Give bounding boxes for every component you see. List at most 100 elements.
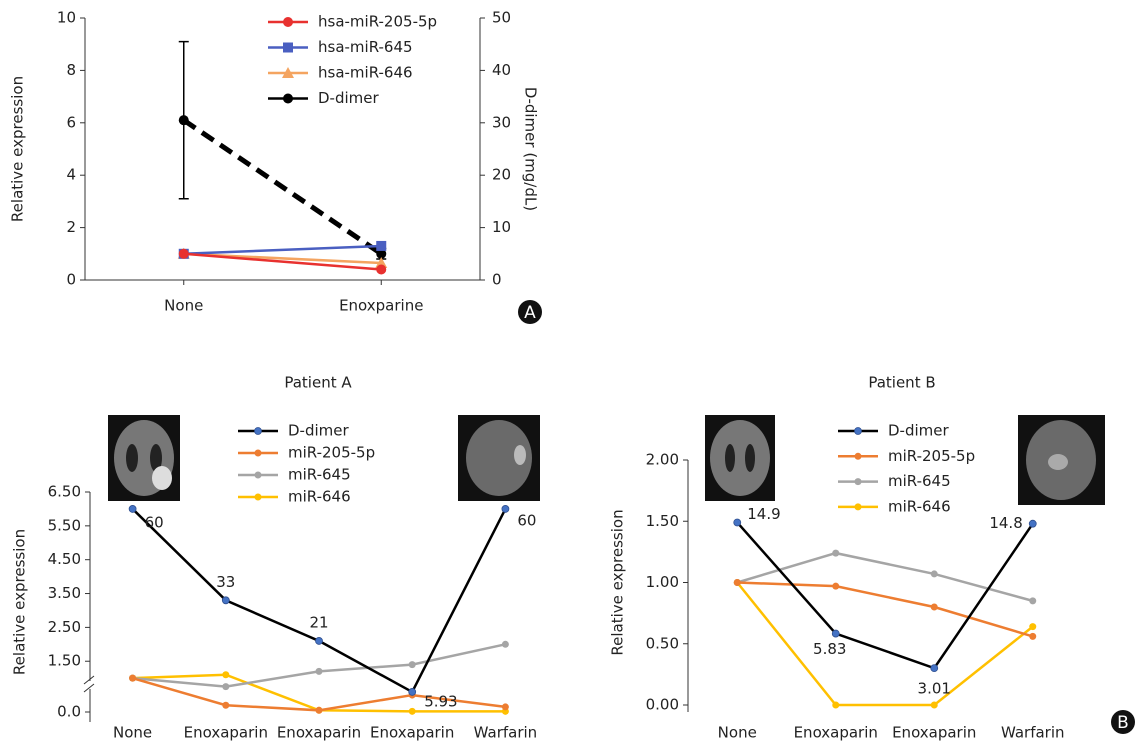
y2-axis-label: D-dimer (mg/dL)	[522, 87, 540, 211]
marker	[501, 505, 510, 513]
panel-badge	[1111, 710, 1135, 734]
y-tick-label: 2.00	[646, 451, 679, 469]
data-label: 5.83	[813, 640, 846, 658]
chart: Patient B 0.00 0.50 1.00 1.50 2.00 Relative ex…	[609, 374, 1135, 742]
marker	[221, 596, 230, 605]
marker	[375, 256, 388, 268]
legend-label: D-dimer	[318, 89, 379, 107]
y-tick-label: 8	[66, 61, 76, 79]
marker	[733, 518, 742, 527]
x-tick-label: Enoxparine	[339, 297, 423, 315]
y-tick-label: 4.50	[48, 550, 81, 568]
marker	[930, 570, 938, 578]
y-tick-label: 1.50	[646, 512, 679, 530]
series-line	[131, 508, 507, 694]
chart-title: Patient A	[284, 374, 352, 392]
marker	[376, 264, 387, 275]
legend-label: hsa-miR-645	[318, 38, 413, 56]
marker	[501, 640, 509, 648]
x-tick-label: Warfarin	[1001, 724, 1065, 742]
marker	[283, 93, 293, 104]
y-tick-label: 6	[66, 113, 76, 131]
y-tick-label: 0	[66, 271, 76, 289]
data-label: 5.93	[424, 692, 457, 710]
marker	[178, 115, 189, 126]
marker	[854, 452, 862, 460]
y-tick-label: 10	[57, 9, 76, 27]
marker	[930, 664, 939, 673]
x-tick-label: Enoxaparin	[184, 724, 268, 742]
axis-break	[83, 683, 95, 693]
x-tick-label: None	[718, 724, 757, 742]
brain-image	[458, 415, 540, 501]
y2-tick-label: 20	[492, 166, 511, 184]
marker	[832, 582, 840, 590]
marker	[831, 629, 840, 638]
y-tick-label: 0.0	[57, 703, 81, 721]
marker	[282, 67, 294, 78]
marker	[129, 674, 137, 682]
y-axis-label: Relative expression	[609, 509, 627, 655]
marker	[854, 478, 862, 486]
chart: 0 2 4 6 8 10 0 10 20 30 40 50 Relative expression D-d…	[9, 9, 542, 324]
marker	[854, 503, 862, 511]
x-tick-label: None	[164, 297, 203, 315]
data-label: 60	[517, 511, 536, 529]
x-tick-label: Warfarin	[474, 724, 538, 742]
marker	[376, 248, 387, 259]
y2-tick-label: 10	[492, 218, 511, 236]
marker	[222, 683, 230, 691]
marker	[1029, 632, 1037, 640]
marker	[178, 248, 189, 259]
y2-tick-label: 50	[492, 9, 511, 27]
marker	[408, 661, 416, 669]
legend-label: miR-205-5p	[288, 444, 375, 462]
legend-label: D-dimer	[288, 422, 349, 440]
series-line	[183, 244, 382, 256]
marker	[254, 471, 262, 479]
legend-label: miR-645	[888, 472, 951, 490]
marker	[854, 427, 862, 435]
y-tick-label: 2	[66, 218, 76, 236]
y-tick-label: 6.50	[48, 483, 81, 501]
brain-image	[108, 415, 180, 501]
x-tick-label: Enoxaparin	[892, 724, 976, 742]
chart: Patient A 0.0 1.50 2.50 3.50 4.50 5.50 6.50 Rela…	[11, 374, 538, 742]
x-tick-label: None	[113, 724, 152, 742]
marker	[283, 42, 293, 53]
series-line	[736, 521, 1034, 670]
y-tick-label: 3.50	[48, 584, 81, 602]
series-line	[183, 252, 382, 271]
marker	[128, 505, 137, 513]
y-tick-label: 1.50	[48, 652, 81, 670]
marker	[254, 427, 262, 435]
marker	[376, 240, 387, 251]
data-label: 33	[216, 573, 235, 591]
marker	[1028, 519, 1037, 528]
marker	[930, 701, 938, 709]
legend-label: miR-645	[288, 466, 351, 484]
data-label: 14.8	[989, 514, 1022, 532]
marker	[501, 703, 509, 711]
marker	[408, 707, 416, 715]
marker	[222, 701, 230, 709]
y2-tick-label: 30	[492, 113, 511, 131]
marker	[1029, 597, 1037, 605]
series-line	[132, 643, 506, 688]
marker	[1029, 623, 1037, 631]
y-tick-label: 0.50	[646, 634, 679, 652]
panel-badge	[518, 300, 542, 324]
panel-label: B	[1117, 713, 1129, 733]
axis-break	[87, 681, 93, 689]
marker	[315, 706, 323, 714]
marker	[254, 493, 262, 501]
legend-label: miR-646	[888, 497, 951, 515]
panel-label: A	[524, 303, 536, 323]
marker	[733, 579, 741, 586]
marker	[832, 549, 840, 557]
axis-break	[83, 675, 95, 685]
marker	[315, 667, 323, 675]
y-tick-label: 4	[66, 166, 76, 184]
y-tick-label: 1.00	[646, 573, 679, 591]
